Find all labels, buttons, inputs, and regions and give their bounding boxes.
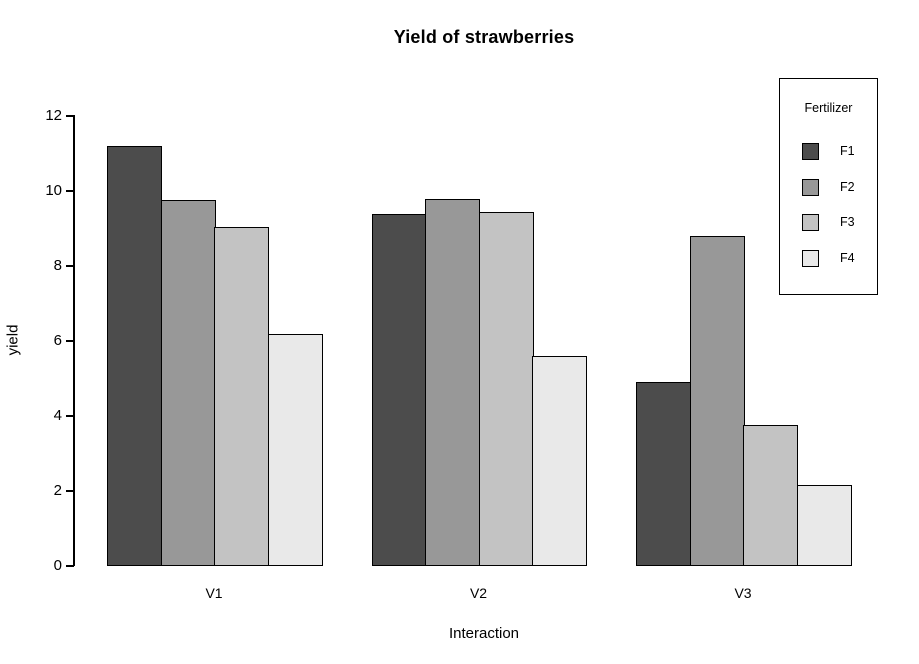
legend-entry-label-f1: F1 [840, 144, 855, 158]
bar-v1-f2 [160, 200, 216, 566]
plot-area [75, 116, 893, 566]
bar-v3-f2 [689, 236, 745, 566]
legend-swatch-f3 [802, 214, 819, 231]
bar-v3-f1 [636, 382, 691, 566]
bar-v3-f3 [743, 425, 798, 566]
y-tick-label: 12 [45, 107, 62, 124]
y-tick-label: 10 [45, 182, 62, 199]
x-category-label-v1: V1 [205, 585, 223, 601]
y-tick-mark [66, 414, 74, 417]
y-axis-line [73, 115, 75, 566]
legend: Fertilizer F1 F2 F3 F4 [779, 78, 878, 295]
bar-v2-f2 [425, 198, 480, 566]
x-category-label-v2: V2 [469, 585, 488, 601]
legend-entry-label-f2: F2 [840, 179, 855, 194]
y-tick-label: 0 [53, 557, 62, 574]
y-tick-mark [66, 339, 74, 342]
y-tick-mark [66, 189, 74, 192]
bar-v2-f1 [371, 213, 427, 566]
y-tick-mark [66, 489, 74, 492]
legend-swatch-f1 [802, 143, 819, 160]
legend-swatch-f2 [802, 178, 819, 196]
legend-entry-label-f4: F4 [840, 250, 855, 265]
bar-v2-f4 [532, 356, 587, 566]
legend-entry-label-f3: F3 [840, 215, 855, 229]
y-tick-label: 2 [53, 482, 62, 499]
y-tick-mark [66, 264, 74, 267]
y-tick-mark [66, 564, 74, 567]
y-tick-label: 8 [53, 257, 62, 274]
x-axis-label: Interaction [448, 625, 520, 642]
bar-v2-f3 [478, 211, 534, 566]
bar-v3-f4 [796, 485, 852, 566]
chart-title: Yield of strawberries [393, 27, 575, 47]
y-tick-label: 4 [53, 407, 62, 424]
x-category-label-v3: V3 [734, 585, 752, 601]
y-tick-mark [66, 114, 74, 117]
y-tick-label: 6 [53, 332, 62, 349]
legend-swatch-f4 [802, 249, 819, 267]
bar-v1-f4 [267, 333, 323, 566]
bar-v1-f1 [107, 146, 162, 566]
legend-title: Fertilizer [804, 101, 853, 115]
bar-v1-f3 [214, 226, 269, 566]
